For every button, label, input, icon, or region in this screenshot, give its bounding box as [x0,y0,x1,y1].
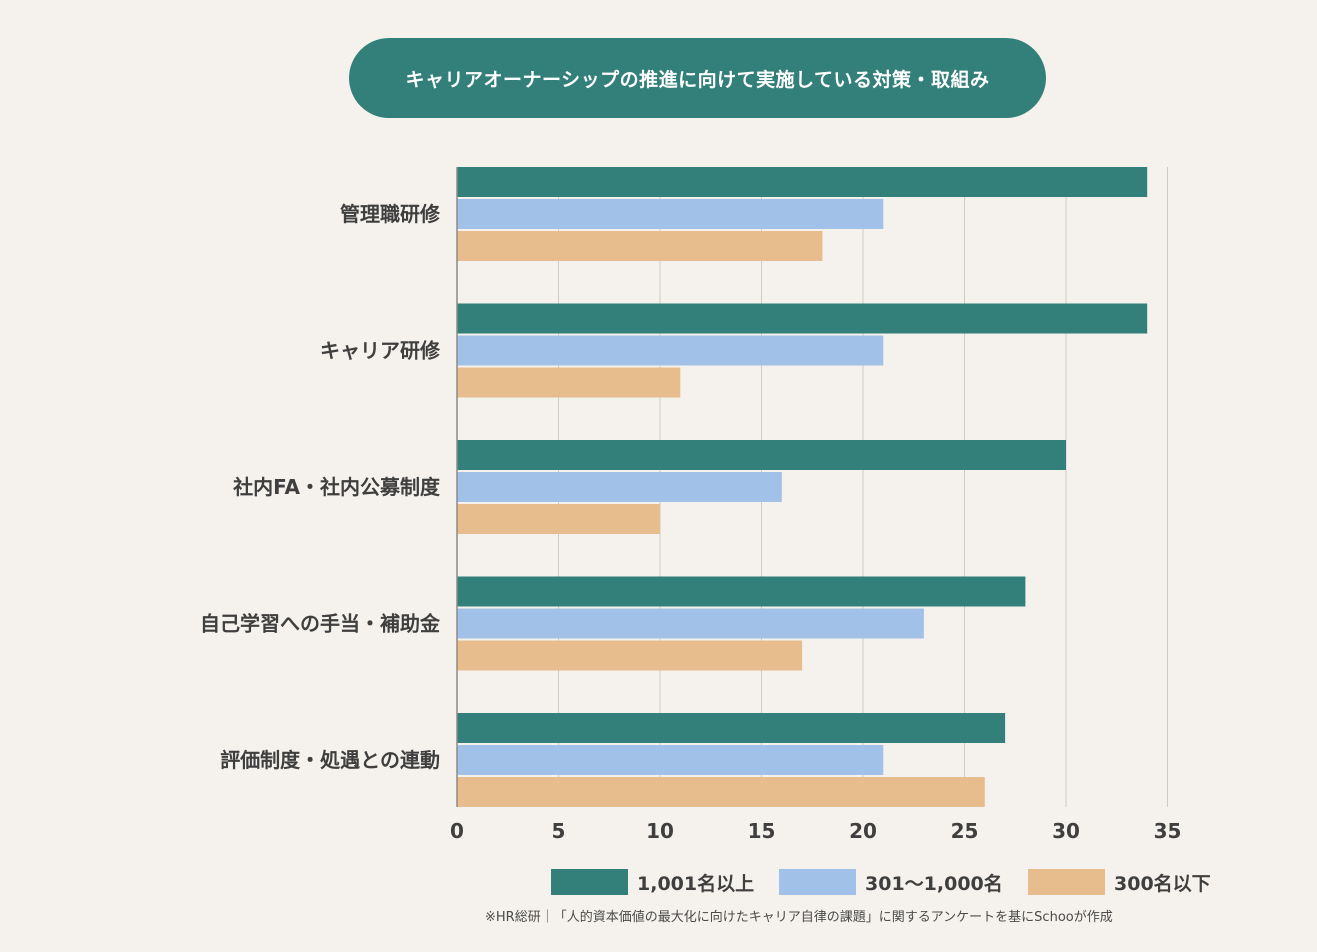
x-tick-labels: 0 5 10 15 20 25 30 35 [450,819,1181,843]
bar-2-2 [457,335,884,366]
x-tick-label: 15 [748,819,776,843]
legend-label-3: 300名以下 [1114,872,1211,895]
legend-item-3: 300名以下 [1028,867,1211,897]
legend-swatch-2 [779,869,856,895]
bar-2-1 [457,303,1148,334]
x-tick-label: 25 [951,819,979,843]
legend-label-1: 1,001名以上 [637,872,755,895]
legend-item-2: 301〜1,000名 [779,867,1003,897]
x-tick-label: 20 [849,819,877,843]
bar-1-1 [457,167,1148,197]
bar-5-3 [457,777,985,807]
bar-4-1 [457,576,1026,607]
bar-1-3 [457,231,823,261]
category-label: キャリア研修 [320,339,441,363]
category-label: 管理職研修 [340,202,441,226]
bars [457,167,1148,807]
bar-4-3 [457,640,803,671]
x-tick-label: 5 [552,819,566,843]
category-label: 自己学習への手当・補助金 [200,612,441,636]
legend-item-1: 1,001名以上 [551,867,754,897]
legend-swatch-1 [551,869,628,895]
x-tick-label: 30 [1052,819,1080,843]
legend-swatch-3 [1028,869,1105,895]
x-tick-label: 0 [450,819,464,843]
bar-3-3 [457,504,660,534]
bar-2-3 [457,367,681,398]
category-label: 社内FA・社内公募制度 [232,475,441,499]
bar-4-2 [457,608,924,639]
bar-3-1 [457,440,1066,470]
bar-5-1 [457,713,1006,743]
x-tick-label: 10 [646,819,674,843]
legend-label-2: 301〜1,000名 [865,872,1003,895]
bar-5-2 [457,745,884,775]
category-label: 評価制度・処遇との連動 [220,748,440,772]
x-tick-label: 35 [1154,819,1182,843]
bar-3-2 [457,472,782,502]
bar-1-2 [457,199,884,229]
chart-title: キャリアオーナーシップの推進に向けて実施している対策・取組み [349,38,1046,118]
source-note: ※HR総研｜「人的資本価値の最大化に向けたキャリア自律の課題」に関するアンケート… [485,910,1113,925]
category-labels: 管理職研修キャリア研修社内FA・社内公募制度自己学習への手当・補助金評価制度・処… [200,202,441,772]
